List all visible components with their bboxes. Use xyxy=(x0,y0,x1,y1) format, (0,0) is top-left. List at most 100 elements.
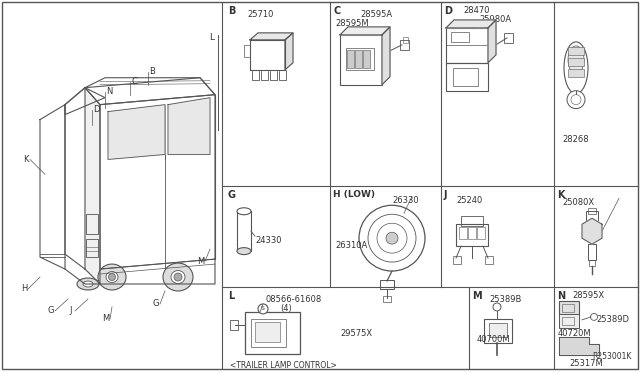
Bar xyxy=(504,33,513,43)
Text: 26310A: 26310A xyxy=(335,241,367,250)
Text: B: B xyxy=(149,67,155,76)
Bar xyxy=(562,304,574,312)
Bar xyxy=(251,319,286,347)
Text: J: J xyxy=(444,190,447,201)
Text: D: D xyxy=(93,105,99,114)
Bar xyxy=(355,50,362,68)
Text: K: K xyxy=(23,155,29,164)
Bar xyxy=(586,211,598,224)
Ellipse shape xyxy=(237,208,251,215)
Bar xyxy=(383,296,391,302)
Text: N: N xyxy=(557,291,565,301)
Circle shape xyxy=(493,303,501,311)
Polygon shape xyxy=(85,78,215,105)
Bar xyxy=(568,69,584,77)
Text: 25980A: 25980A xyxy=(479,15,511,24)
Bar xyxy=(86,214,98,234)
Text: L: L xyxy=(209,33,214,42)
Text: M: M xyxy=(197,257,205,266)
Text: G: G xyxy=(153,299,159,308)
Bar xyxy=(559,301,579,316)
Bar xyxy=(237,211,251,251)
Bar xyxy=(340,35,382,85)
Bar xyxy=(245,312,300,354)
Bar xyxy=(279,70,286,80)
Polygon shape xyxy=(559,337,599,355)
Text: 24330: 24330 xyxy=(255,236,282,245)
Bar xyxy=(456,224,488,246)
Text: 25240: 25240 xyxy=(456,196,483,205)
Bar xyxy=(446,28,488,63)
Bar xyxy=(568,58,584,66)
Text: G: G xyxy=(48,307,54,315)
Bar xyxy=(244,45,250,57)
Text: 25710: 25710 xyxy=(247,10,273,19)
Text: N: N xyxy=(106,87,112,96)
Text: 28595X: 28595X xyxy=(572,291,604,300)
Bar xyxy=(459,227,467,239)
Text: 25317M: 25317M xyxy=(569,359,603,368)
Ellipse shape xyxy=(568,46,584,74)
Bar xyxy=(559,314,579,328)
Text: 26330: 26330 xyxy=(392,196,419,205)
Ellipse shape xyxy=(171,270,185,283)
Text: (4): (4) xyxy=(280,304,292,313)
Circle shape xyxy=(571,94,581,105)
Bar xyxy=(86,239,98,257)
Text: 25389B: 25389B xyxy=(489,295,522,304)
Bar xyxy=(400,40,409,50)
Bar xyxy=(451,32,469,42)
Bar xyxy=(588,208,596,214)
Polygon shape xyxy=(446,20,496,28)
Text: M: M xyxy=(472,291,482,301)
Bar xyxy=(453,68,478,86)
Ellipse shape xyxy=(237,248,251,254)
Text: B: B xyxy=(228,6,236,16)
Bar xyxy=(477,227,485,239)
Text: 28595M: 28595M xyxy=(335,19,369,28)
Text: 40700M: 40700M xyxy=(477,335,511,344)
Bar xyxy=(468,227,476,239)
Ellipse shape xyxy=(564,42,588,94)
Bar xyxy=(346,48,374,70)
Polygon shape xyxy=(582,218,602,244)
Text: M: M xyxy=(102,314,109,323)
Bar xyxy=(484,319,512,343)
Text: 28470: 28470 xyxy=(463,6,490,15)
Bar xyxy=(363,50,370,68)
Bar xyxy=(380,280,394,289)
Polygon shape xyxy=(250,33,293,40)
Polygon shape xyxy=(285,33,293,70)
Text: L: L xyxy=(228,291,234,301)
Ellipse shape xyxy=(83,281,93,287)
Bar xyxy=(489,323,507,337)
Bar xyxy=(453,256,461,264)
Bar xyxy=(562,317,574,325)
Circle shape xyxy=(368,214,416,262)
Text: R253001K: R253001K xyxy=(593,352,632,361)
Polygon shape xyxy=(40,105,65,269)
Polygon shape xyxy=(100,94,215,269)
Text: 29575X: 29575X xyxy=(340,329,372,338)
Text: J: J xyxy=(70,307,72,315)
Bar xyxy=(255,322,280,342)
Bar xyxy=(252,70,259,80)
Bar xyxy=(568,47,584,55)
Text: <TRAILER LAMP CONTROL>: <TRAILER LAMP CONTROL> xyxy=(230,361,337,370)
Text: D: D xyxy=(444,6,452,16)
Text: 25389D: 25389D xyxy=(596,315,629,324)
Ellipse shape xyxy=(98,264,126,290)
Circle shape xyxy=(174,273,182,281)
Ellipse shape xyxy=(106,272,118,282)
Bar xyxy=(261,70,268,80)
Text: 28595A: 28595A xyxy=(360,10,392,19)
Bar xyxy=(485,256,493,264)
Polygon shape xyxy=(250,40,285,70)
Text: C: C xyxy=(131,77,137,86)
Text: K: K xyxy=(557,190,564,201)
Polygon shape xyxy=(340,27,390,35)
Text: 08566-61608: 08566-61608 xyxy=(265,295,321,304)
Text: 40720M: 40720M xyxy=(558,329,591,338)
Bar xyxy=(446,63,488,91)
Text: 28268: 28268 xyxy=(563,135,589,144)
